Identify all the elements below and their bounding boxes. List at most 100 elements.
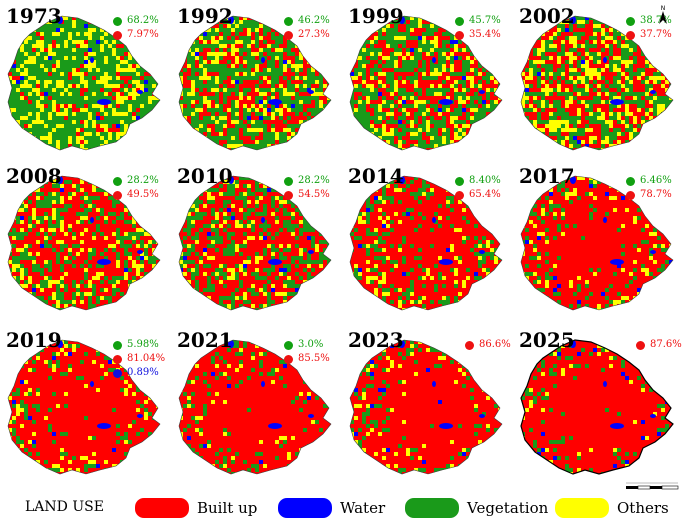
stat-built: 54.5% [284,188,330,202]
map-panel-1999: 1999 45.7% 35.4% [342,0,513,160]
land-use-stats: 8.40% 65.4% [455,174,501,202]
stat-dot-icon [284,16,293,26]
stat-vegetation: 28.2% [284,174,330,188]
stat-dot-icon [626,190,635,200]
year-label: 2002 [519,4,575,28]
stat-vegetation: 8.40% [455,174,501,188]
stat-value: 86.6% [479,339,511,350]
stat-vegetation: 6.46% [626,174,672,188]
legend: LAND USE Built up Water Vegetation Other… [0,492,685,522]
stat-value: 54.5% [298,189,330,200]
legend-item-vegetation: Vegetation [405,498,548,518]
land-use-map [7,175,161,311]
stat-value: 38.7% [640,15,672,26]
legend-label-others: Others [617,499,669,517]
stat-built: 85.5% [284,352,330,366]
stat-value: 5.98% [127,339,159,350]
land-use-map [178,339,332,475]
stat-value: 6.46% [640,175,672,186]
stat-dot-icon [113,176,122,186]
stat-vegetation: 46.2% [284,14,330,28]
map-panel-1973: 1973 68.2% 7.97% [0,0,171,160]
year-label: 2025 [519,328,575,352]
map-panel-2002: 2002 38.7% 37.7% [513,0,684,160]
stat-value: 65.4% [469,189,501,200]
legend-label-built-up: Built up [197,499,258,517]
stat-value: 35.4% [469,29,501,40]
stat-value: 8.40% [469,175,501,186]
scale-bar-icon [626,482,679,490]
stat-value: 0.89% [127,367,159,378]
stat-value: 28.2% [127,175,159,186]
north-label: N [661,5,666,12]
land-use-map [520,175,674,311]
land-use-stats: 87.6% [636,338,682,352]
stat-built: 78.7% [626,188,672,202]
stat-built: 7.97% [113,28,159,42]
stat-dot-icon [455,190,464,200]
stat-built: 37.7% [626,28,672,42]
legend-label-water: Water [340,499,386,517]
year-label: 1999 [348,4,404,28]
stat-value: 68.2% [127,15,159,26]
stat-dot-icon [284,354,293,364]
land-use-map [349,15,503,151]
stat-dot-icon [284,340,293,350]
stat-dot-icon [455,30,464,40]
map-panel-2014: 2014 8.40% 65.4% [342,160,513,320]
map-panel-2023: 2023 86.6% [342,324,513,484]
year-label: 2014 [348,164,404,188]
land-use-map [349,175,503,311]
legend-title: LAND USE [25,499,104,515]
legend-swatch-water [278,498,332,518]
stat-vegetation: 3.0% [284,338,330,352]
stat-dot-icon [113,340,122,350]
stat-dot-icon [113,354,122,364]
stat-value: 87.6% [650,339,682,350]
stat-built: 35.4% [455,28,501,42]
map-panel-2019: 2019 5.98% 81.04% 0.89% [0,324,171,484]
year-label: 2023 [348,328,404,352]
stat-value: 45.7% [469,15,501,26]
map-panel-2025: 2025 87.6% [513,324,684,484]
stat-value: 3.0% [298,339,324,350]
year-label: 2010 [177,164,233,188]
stat-dot-icon [636,340,645,350]
stat-built: 81.04% [113,352,165,366]
year-label: 2008 [6,164,62,188]
stat-dot-icon [455,176,464,186]
stat-vegetation: 45.7% [455,14,501,28]
stat-dot-icon [626,30,635,40]
land-use-stats: 46.2% 27.3% [284,14,330,42]
legend-label-vegetation: Vegetation [467,499,549,517]
stat-vegetation: 38.7% [626,14,672,28]
land-use-stats: 3.0% 85.5% [284,338,330,366]
stat-vegetation: 68.2% [113,14,159,28]
map-panel-2021: 2021 3.0% 85.5% [171,324,342,484]
stat-value: 78.7% [640,189,672,200]
stat-dot-icon [284,176,293,186]
stat-built: 27.3% [284,28,330,42]
stat-value: 85.5% [298,353,330,364]
land-use-map [520,339,674,475]
stat-dot-icon [113,368,122,378]
legend-item-water: Water [278,498,385,518]
legend-swatch-others [555,498,609,518]
land-use-stats: 5.98% 81.04% 0.89% [113,338,165,380]
stat-dot-icon [113,190,122,200]
year-label: 1973 [6,4,62,28]
map-panel-2008: 2008 28.2% 49.5% [0,160,171,320]
land-use-stats: 28.2% 49.5% [113,174,159,202]
stat-value: 28.2% [298,175,330,186]
year-label: 2021 [177,328,233,352]
stat-dot-icon [626,16,635,26]
stat-built: 65.4% [455,188,501,202]
map-panel-1992: 1992 46.2% 27.3% [171,0,342,160]
land-use-stats: 6.46% 78.7% [626,174,672,202]
stat-dot-icon [455,16,464,26]
stat-vegetation: 28.2% [113,174,159,188]
stat-dot-icon [626,176,635,186]
stat-value: 49.5% [127,189,159,200]
stat-value: 46.2% [298,15,330,26]
land-use-map [520,15,674,151]
